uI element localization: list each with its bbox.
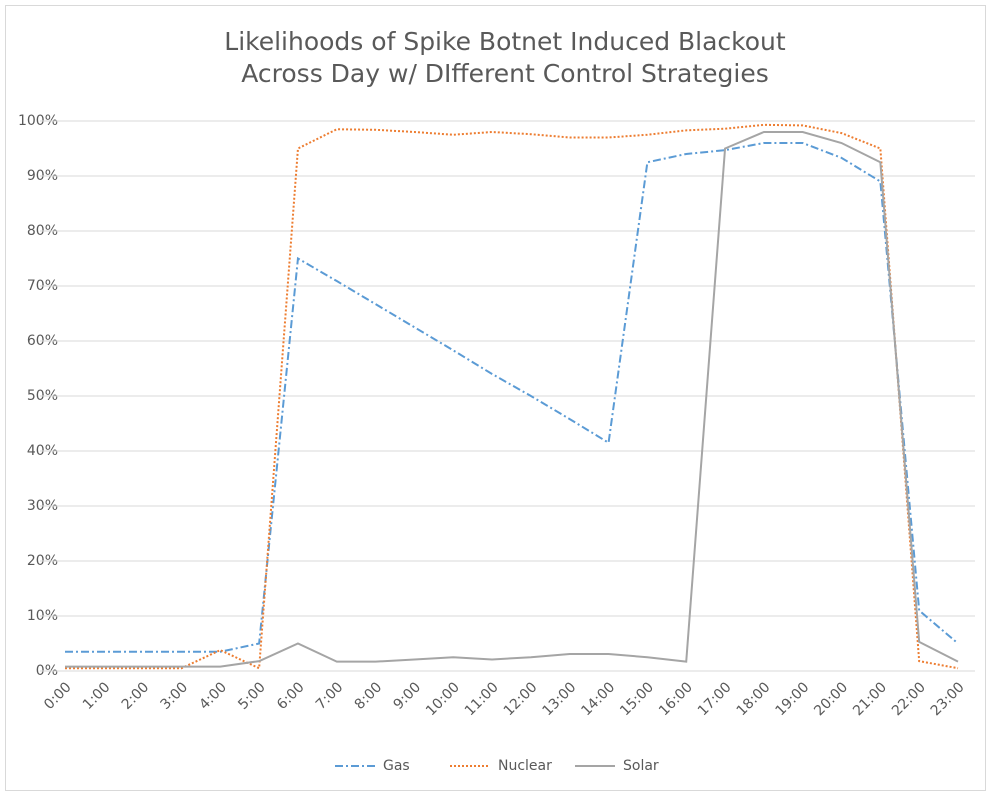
series-line: [65, 123, 959, 670]
legend-label: Nuclear: [498, 758, 552, 774]
legend-label: Gas: [383, 758, 410, 774]
series-line: [65, 142, 959, 653]
series-line: [65, 131, 959, 668]
chart-border: [5, 5, 986, 791]
y-tick-label: 100%: [18, 113, 58, 129]
legend-label: Solar: [623, 758, 659, 774]
chart-title: Across Day w/ DIfferent Control Strategi…: [241, 59, 768, 88]
chart-title: Likelihoods of Spike Botnet Induced Blac…: [224, 27, 786, 56]
